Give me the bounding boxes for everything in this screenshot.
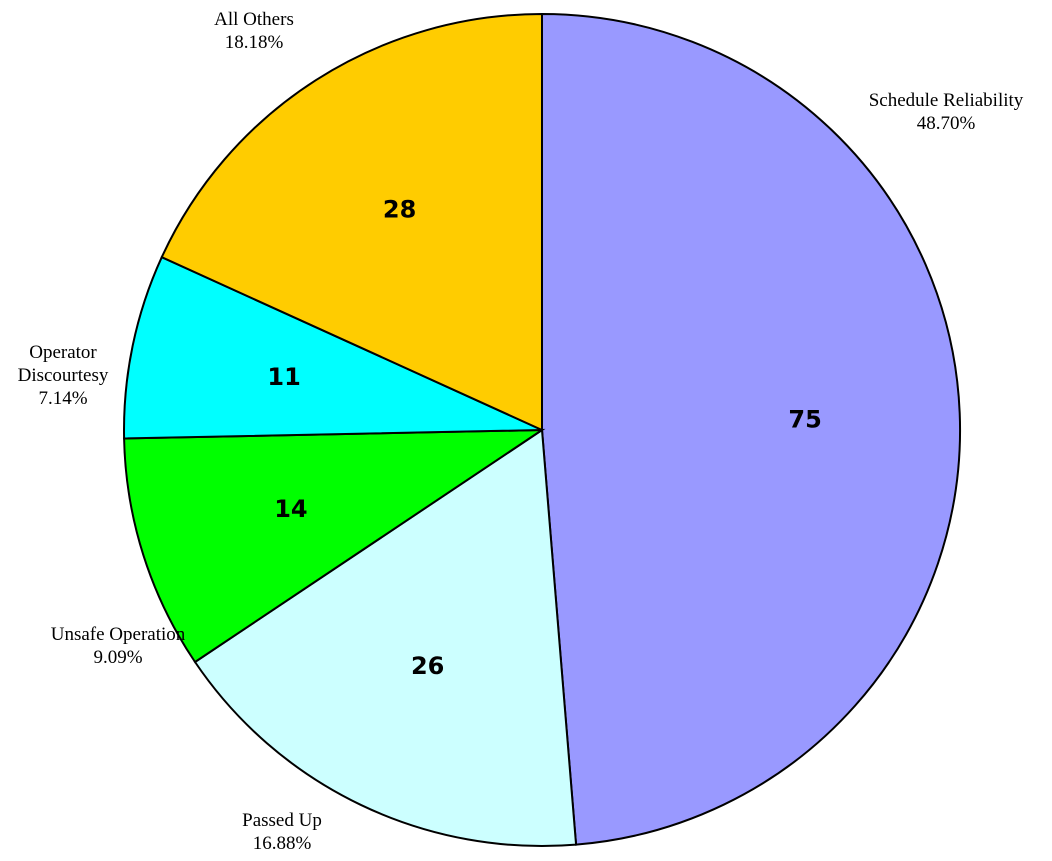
category-label: Schedule Reliability 48.70% — [869, 90, 1024, 134]
category-label-line: Schedule Reliability — [869, 90, 1024, 111]
percent-label: 16.88% — [253, 833, 312, 854]
value-label: 14 — [274, 495, 307, 523]
value-label: 28 — [383, 196, 416, 224]
pie-slice-schedule-reliability — [541, 12, 962, 846]
category-label-line: All Others — [214, 9, 294, 30]
value-label: 26 — [411, 652, 444, 680]
category-labels: Schedule Reliability 48.70% Passed Up 16.88… — [18, 9, 1024, 854]
value-label: 75 — [788, 405, 821, 433]
pie-slice-unsafe-operation — [123, 428, 546, 664]
pie-slice-passed-up — [193, 428, 578, 848]
percent-label: 7.14% — [38, 388, 87, 409]
category-label: Passed Up 16.88% — [242, 810, 322, 854]
pie-slice-all-others — [160, 12, 543, 432]
category-label-line: Unsafe Operation — [51, 624, 186, 645]
percent-label: 18.18% — [225, 32, 284, 53]
category-label: Operator Discourtesy 7.14% — [18, 342, 109, 409]
category-label: Unsafe Operation 9.09% — [51, 624, 186, 668]
percent-label: 9.09% — [93, 647, 142, 668]
category-label-line: Passed Up — [242, 810, 322, 831]
value-labels: 75 26 14 11 28 — [267, 196, 821, 681]
percent-label: 48.70% — [917, 113, 976, 134]
pie-slice-operator-discourtesy — [123, 255, 543, 440]
category-label-line: Discourtesy — [18, 365, 109, 386]
value-label: 11 — [267, 363, 300, 391]
category-label: All Others 18.18% — [214, 9, 294, 53]
pie-slices — [123, 12, 962, 848]
category-label-line: Operator — [29, 342, 97, 363]
